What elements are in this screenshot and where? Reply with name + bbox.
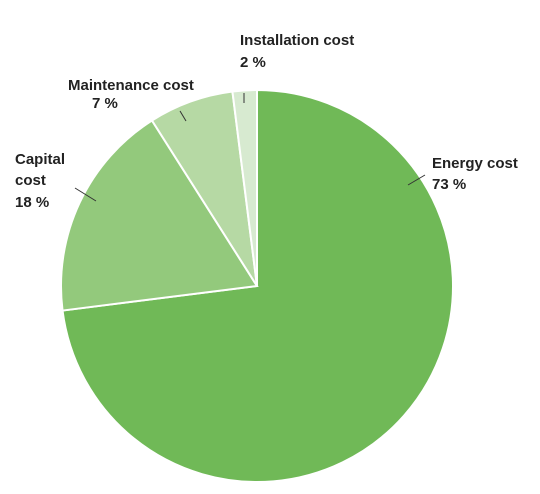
leader-line xyxy=(179,110,187,122)
pie-slice xyxy=(231,88,258,287)
slice-label: Energy cost xyxy=(432,155,518,172)
slice-label: Installation cost xyxy=(240,32,355,49)
leader-line xyxy=(407,174,426,186)
pie-slice xyxy=(60,119,259,312)
value-label: 7 % xyxy=(92,95,118,112)
value-label: 73 % xyxy=(432,176,467,193)
slice-label: Capital cost xyxy=(15,151,66,189)
leader-line xyxy=(74,187,97,202)
value-label: 2 % xyxy=(240,54,266,71)
slice-label: Maintenance cost xyxy=(68,77,194,94)
value-label: 18 % xyxy=(15,194,50,211)
